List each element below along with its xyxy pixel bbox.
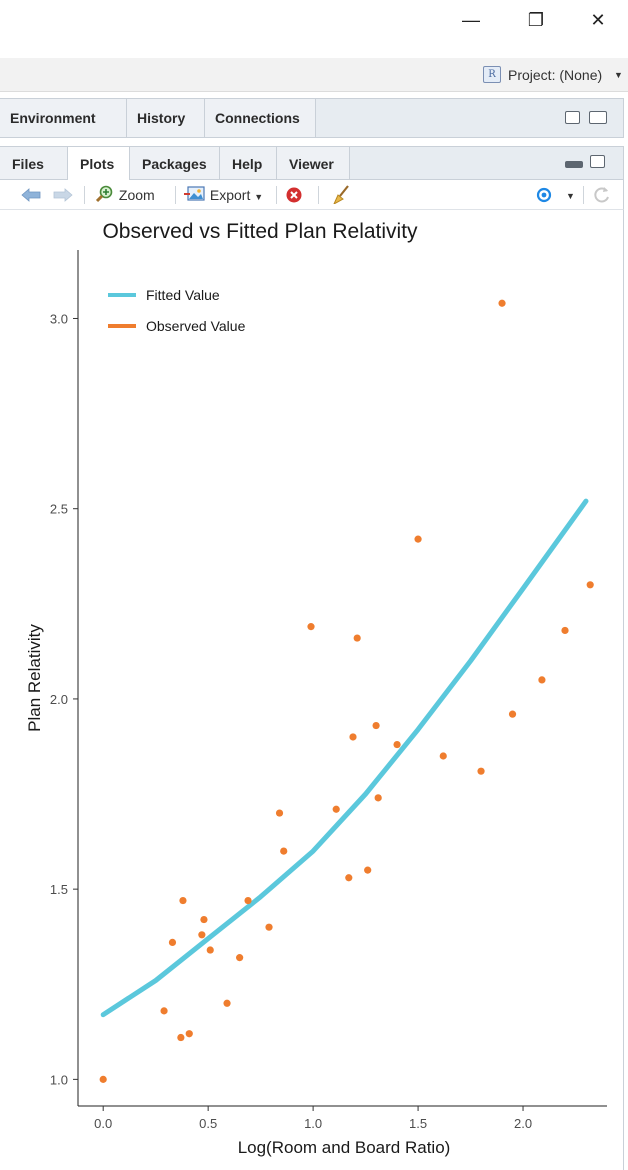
export-image-icon [184,186,205,201]
tab-plots[interactable]: Plots [68,147,130,181]
observed-point [393,740,401,749]
observed-point [332,805,340,813]
x-tick-label: 0.0 [94,1116,112,1131]
observed-point [244,896,252,905]
legend: Fitted Value Observed Value [108,287,246,334]
minimize-pane-icon[interactable] [565,161,583,168]
plots-toolbar: Zoom Export ▼ ▼ [0,180,624,210]
x-tick-label: 2.0 [514,1116,532,1131]
observed-point [99,1075,107,1083]
observed-point [561,626,569,635]
scatter-chart: Observed vs Fitted Plan Relativity 1.01.… [25,220,607,1157]
tab-files[interactable]: Files [0,147,68,179]
tab-packages[interactable]: Packages [130,147,220,179]
delete-plot-icon[interactable] [285,186,303,206]
observed-series [99,299,594,1083]
restore-pane-icon[interactable] [590,155,605,168]
plot-viewer: Observed vs Fitted Plan Relativity 1.0 1.… [0,210,624,1170]
chevron-down-icon[interactable]: ▼ [614,70,623,80]
y-tick-label: 2.5 [50,502,68,517]
observed-point [265,923,273,931]
maximize-pane-icon[interactable] [589,111,607,124]
export-button[interactable]: Export ▼ [184,185,263,205]
close-button[interactable]: ✕ [575,4,621,36]
forward-arrow-icon[interactable] [52,188,74,208]
close-icon: ✕ [590,9,606,30]
chevron-down-icon: ▼ [254,192,264,202]
broom-icon[interactable] [330,184,352,204]
tab-help[interactable]: Help [220,147,277,179]
observed-point [477,767,485,775]
observed-point [280,847,288,855]
x-ticks: 0.0 0.5 1.0 1.5 2.0 [94,1106,532,1131]
y-ticks: 1.0 1.5 2.0 2.5 3.0 [50,311,78,1087]
observed-point [349,733,357,741]
zoom-magnifier-icon [95,185,113,203]
zoom-button[interactable]: Zoom [95,185,155,205]
observed-point [372,721,380,730]
x-tick-label: 0.5 [199,1116,217,1131]
minimize-icon: — [462,9,480,30]
observed-point [236,954,244,962]
observed-point [374,794,382,802]
back-arrow-icon[interactable] [20,188,42,208]
refresh-icon[interactable] [592,185,612,205]
restore-icon: ❐ [527,9,545,30]
observed-point [353,634,361,642]
observed-point [414,535,422,543]
observed-point [198,931,206,939]
environment-pane-header: Environment History Connections [0,98,624,138]
observed-point [168,938,177,947]
x-axis-label: Log(Room and Board Ratio) [238,1138,451,1157]
chart-title: Observed vs Fitted Plan Relativity [102,220,418,243]
observed-point [275,809,284,817]
minimize-button[interactable]: — [448,4,494,36]
legend-fitted-label: Fitted Value [146,287,220,303]
window-titlebar: — ❐ ✕ [0,0,628,56]
export-label: Export [209,187,251,203]
observed-point [586,581,594,589]
observed-point [206,946,214,954]
x-tick-label: 1.0 [304,1116,322,1131]
tab-viewer[interactable]: Viewer [277,147,350,179]
fitted-series [100,498,589,1018]
y-tick-label: 1.5 [50,882,68,897]
tab-connections[interactable]: Connections [205,99,316,137]
x-tick-label: 1.5 [409,1116,427,1131]
project-menu[interactable]: Project: (None) [508,67,603,83]
observed-point [179,896,187,905]
observed-point [223,999,231,1007]
fitted-line [100,498,589,1018]
project-bar: R Project: (None) ▼ [0,58,628,92]
r-project-icon: R [483,66,501,83]
restore-pane-icon[interactable] [565,111,580,124]
y-tick-label: 3.0 [50,311,68,326]
observed-point [307,623,315,631]
zoom-label: Zoom [118,187,155,203]
observed-point [160,1007,168,1015]
publish-icon[interactable] [533,187,555,207]
observed-point [200,915,208,924]
tab-environment[interactable]: Environment [0,99,127,137]
maximize-button[interactable]: ❐ [513,4,559,36]
observed-point [345,874,353,882]
observed-point [185,1030,193,1038]
observed-point [498,299,506,307]
observed-point [439,752,447,760]
observed-point [364,866,372,874]
y-tick-label: 2.0 [50,692,68,707]
y-axis-label: Plan Relativity [25,624,44,732]
observed-point [177,1033,185,1042]
plots-pane-header: Files Plots Packages Help Viewer [0,146,624,181]
tab-history[interactable]: History [127,99,205,137]
y-tick-label: 1.0 [50,1072,68,1087]
chevron-down-icon[interactable]: ▼ [566,191,575,201]
axes [77,250,607,1107]
observed-point [508,710,517,718]
observed-point [538,676,546,684]
legend-observed-label: Observed Value [146,318,246,334]
